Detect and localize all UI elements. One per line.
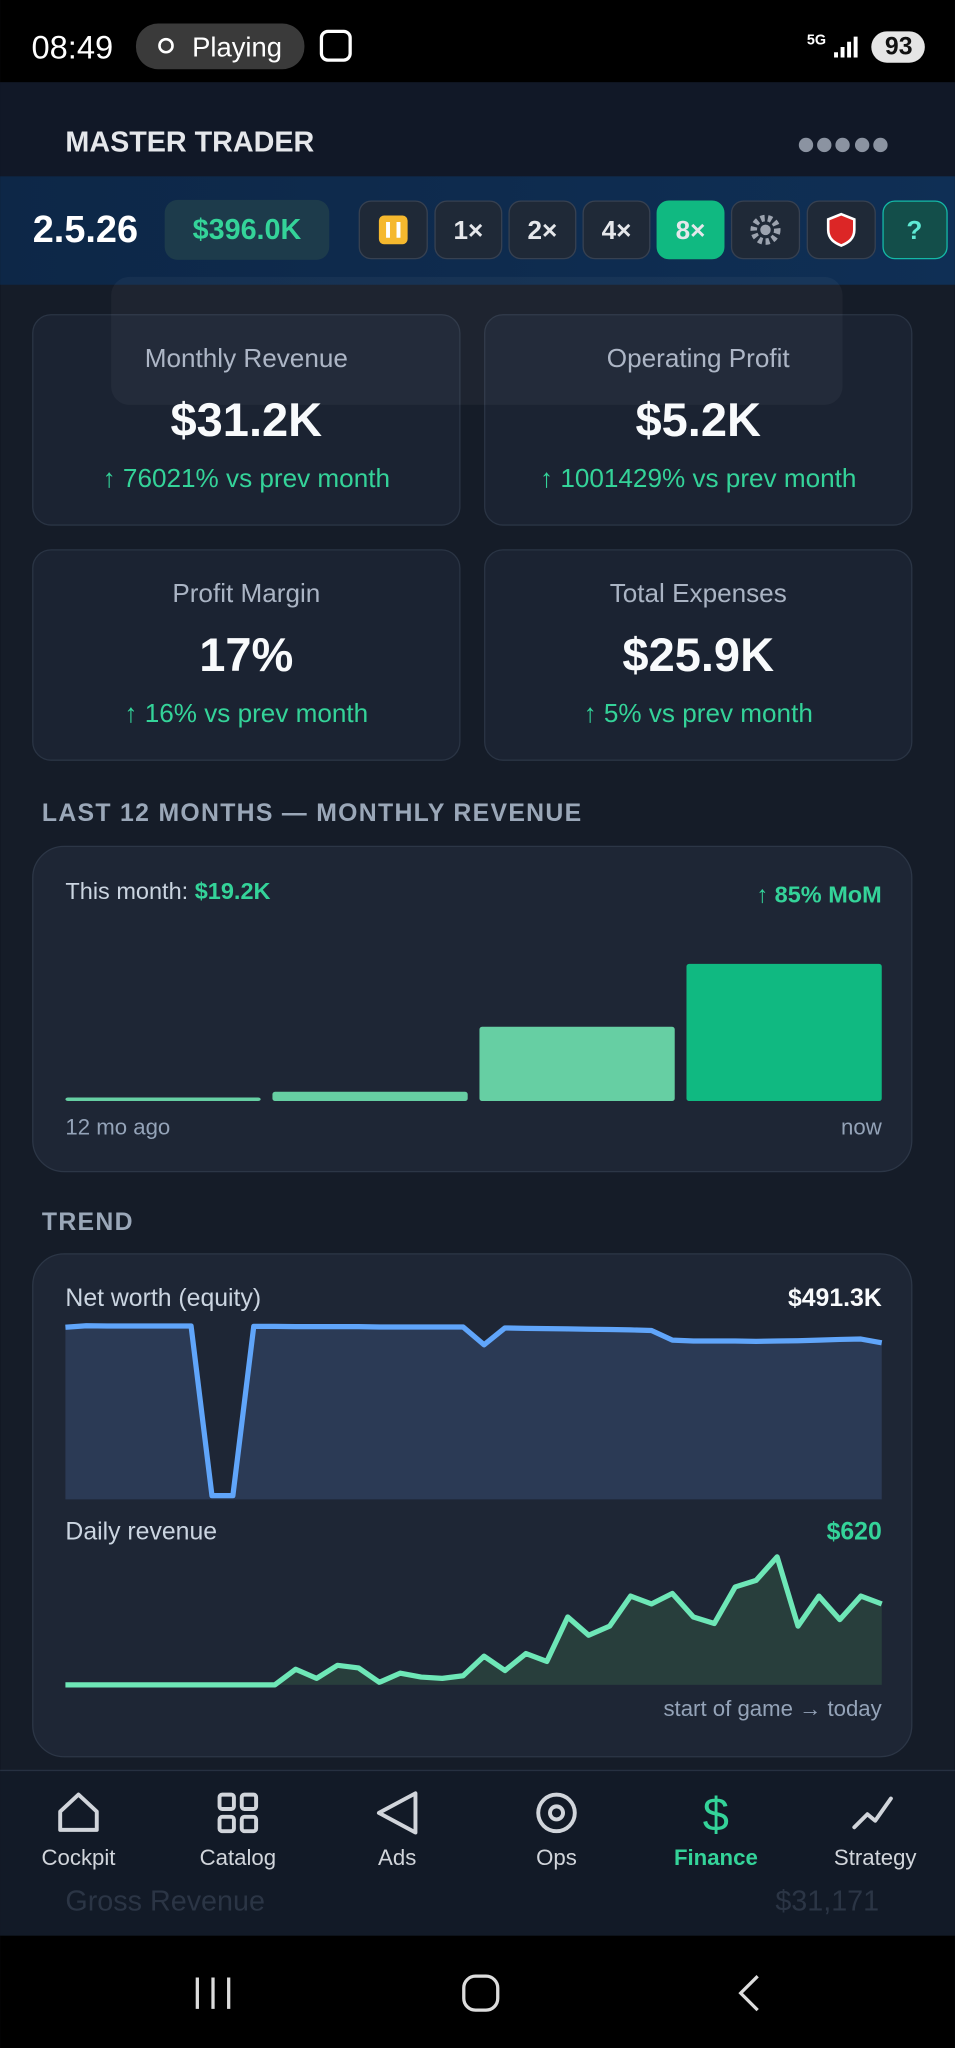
shield-icon	[826, 212, 856, 247]
trend-line	[65, 1554, 883, 1688]
signal-icon	[834, 36, 858, 58]
kpi-change: ↑ 16% vs prev month	[124, 698, 368, 728]
bar	[479, 1026, 675, 1102]
speed-label: 2×	[528, 215, 558, 245]
catalog-icon	[217, 1792, 259, 1834]
pause-icon	[378, 215, 408, 245]
net-worth-label: Net worth (equity)	[65, 1285, 261, 1312]
speed-button[interactable]	[508, 200, 577, 260]
network: 5G	[807, 32, 826, 48]
recents-button[interactable]	[195, 1977, 231, 2009]
kpi-label: Monthly Revenue	[145, 343, 348, 373]
gear-hub	[760, 224, 771, 236]
trend-line	[65, 1323, 883, 1499]
kpi-label: Operating Profit	[607, 343, 791, 373]
screenshot-icon	[319, 29, 352, 62]
nav-icons: $	[58, 1788, 893, 1841]
kpi-value: $25.9K	[622, 628, 774, 681]
kpi-card	[484, 549, 913, 761]
kpi-change: ↑ 5% vs prev month	[584, 698, 813, 728]
nav-item[interactable]: Cockpit	[41, 1845, 115, 1870]
this-month-value: $19.2K	[195, 878, 271, 904]
pause-glyph	[386, 222, 401, 238]
nav-item[interactable]: Strategy	[834, 1845, 918, 1870]
nav-item[interactable]: Ads	[378, 1845, 416, 1870]
pl-row-value: $31,171	[775, 1886, 879, 1918]
nav-item[interactable]: Finance	[674, 1845, 758, 1870]
section-title: LAST 12 MONTHS — MONTHLY REVENUE	[42, 800, 583, 827]
bottom-nav	[0, 1769, 955, 1936]
activity-icon	[158, 37, 174, 54]
kpi-label: Total Expenses	[610, 578, 787, 608]
daily-revenue-latest: $620	[827, 1519, 882, 1546]
cash: $396.0K	[193, 214, 302, 246]
cash-pill	[164, 199, 330, 260]
ads-icon	[376, 1791, 418, 1835]
battery	[871, 31, 925, 63]
clock: 08:49	[31, 29, 113, 66]
kpi-label: Profit Margin	[172, 578, 320, 608]
bar	[686, 963, 882, 1102]
strategy-icon	[852, 1796, 893, 1830]
kpi-card	[32, 314, 461, 526]
mom-change: ↑ 85% MoM	[756, 882, 881, 908]
bar	[272, 1091, 468, 1102]
trend-charts	[65, 1323, 883, 1688]
pl-row-label: Gross Revenue	[65, 1886, 265, 1918]
area-fill	[65, 1325, 882, 1500]
nav-item[interactable]: Ops	[536, 1845, 577, 1870]
speed-buttons: 1× 2× 4× 8×	[434, 200, 725, 260]
section-title: TREND	[42, 1209, 134, 1236]
this-month-label: This month: $19.2K	[65, 878, 270, 904]
kpi-change: ↑ 76021% vs prev month	[103, 463, 390, 493]
header	[0, 82, 955, 177]
kpi-value: $5.2K	[636, 393, 762, 446]
activity: Playing	[192, 32, 282, 63]
help-label: ?	[906, 215, 922, 245]
daily-revenue-label: Daily revenue	[65, 1519, 217, 1546]
activity-pill	[135, 23, 305, 70]
toast-overlay	[111, 276, 843, 405]
menu-dots[interactable]	[798, 137, 888, 153]
ops-icon	[536, 1792, 577, 1834]
speed-label: 8×	[676, 215, 706, 245]
this-month-label-text: This month:	[65, 878, 188, 904]
bar-chart	[65, 963, 882, 1102]
game-date: 2.5.26	[33, 209, 138, 251]
nav-items: Cockpit Catalog Ads Ops Finance Strategy	[41, 1845, 917, 1870]
speed-button[interactable]	[434, 200, 503, 260]
area-fill	[65, 1556, 882, 1685]
gear-icon	[750, 214, 781, 245]
back-button[interactable]	[738, 1975, 759, 2012]
home-button[interactable]	[462, 1974, 500, 2012]
nav-item[interactable]: Catalog	[200, 1845, 276, 1870]
speed-label: 1×	[453, 215, 483, 245]
kpi-value: 17%	[199, 628, 293, 681]
bar	[65, 1097, 261, 1102]
speed-button[interactable]	[656, 200, 725, 260]
app-title: MASTER TRADER	[65, 126, 314, 158]
kpi-grid: Monthly Revenue $31.2K ↑ 76021% vs prev mo…	[32, 314, 913, 761]
cockpit-icon	[58, 1792, 99, 1832]
speed-button[interactable]	[582, 200, 651, 260]
kpi-value: $31.2K	[171, 393, 323, 446]
battery-level: 93	[885, 34, 913, 61]
kpi-card	[484, 314, 913, 526]
kpi-card	[32, 549, 461, 761]
finance-icon: $	[703, 1788, 729, 1841]
system-nav	[0, 1935, 955, 2048]
kpi-change: ↑ 1001429% vs prev month	[540, 463, 856, 493]
axis-start-label: 12 mo ago	[65, 1115, 170, 1140]
axis-end-label: now	[841, 1115, 883, 1140]
help-button[interactable]	[882, 200, 948, 260]
trend-footer: start of game → today	[663, 1696, 882, 1721]
net-worth-latest: $491.3K	[788, 1285, 882, 1312]
speed-label: 4×	[602, 215, 632, 245]
